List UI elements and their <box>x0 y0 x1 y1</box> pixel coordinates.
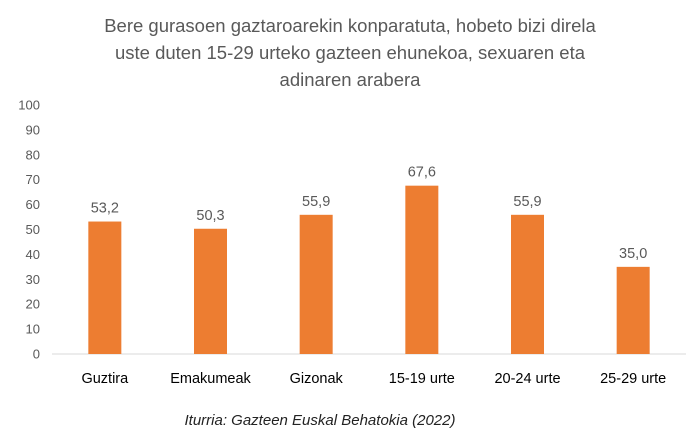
y-tick-label-80: 80 <box>26 147 40 162</box>
y-tick-label-90: 90 <box>26 122 40 137</box>
x-tick-label-4: 15-19 urte <box>389 371 455 387</box>
x-tick-label-2: Emakumeak <box>170 371 251 387</box>
bar-4 <box>405 185 439 354</box>
bar-1 <box>88 221 122 354</box>
data-label-5: 55,9 <box>513 194 541 210</box>
bar-3 <box>299 214 333 354</box>
x-tick-label-1: Guztira <box>81 371 129 387</box>
bar-2 <box>194 228 227 354</box>
x-tick-label-6: 25-29 urte <box>600 371 666 387</box>
data-label-6: 35,0 <box>619 246 647 262</box>
y-tick-label-40: 40 <box>26 247 40 262</box>
y-tick-label-20: 20 <box>26 297 40 312</box>
chart-title-line-3: adinaren arabera <box>279 69 421 90</box>
y-tick-label-10: 10 <box>26 322 40 337</box>
y-tick-label-0: 0 <box>33 347 40 362</box>
y-tick-label-50: 50 <box>26 222 40 237</box>
chart-title-line-2: uste duten 15-29 urteko gazteen ehunekoa… <box>114 42 586 63</box>
bar-5 <box>511 214 544 354</box>
chart-title-line-1: Bere gurasoen gaztaroarekin konparatuta,… <box>104 15 596 36</box>
data-label-1: 53,2 <box>91 201 119 217</box>
x-tick-label-3: Gizonak <box>290 371 344 387</box>
data-label-3: 55,9 <box>302 194 330 210</box>
x-tick-label-5: 20-24 urte <box>494 371 560 387</box>
y-tick-label-100: 100 <box>18 98 40 113</box>
y-tick-label-60: 60 <box>26 197 40 212</box>
y-tick-label-30: 30 <box>26 272 40 287</box>
bar-6 <box>616 266 650 354</box>
source-note: Iturria: Gazteen Euskal Behatokia (2022) <box>184 412 456 429</box>
y-tick-label-70: 70 <box>26 172 40 187</box>
chart-title: Bere gurasoen gaztaroarekin konparatuta,… <box>0 12 700 93</box>
data-label-2: 50,3 <box>196 208 224 224</box>
data-label-4: 67,6 <box>408 165 436 181</box>
